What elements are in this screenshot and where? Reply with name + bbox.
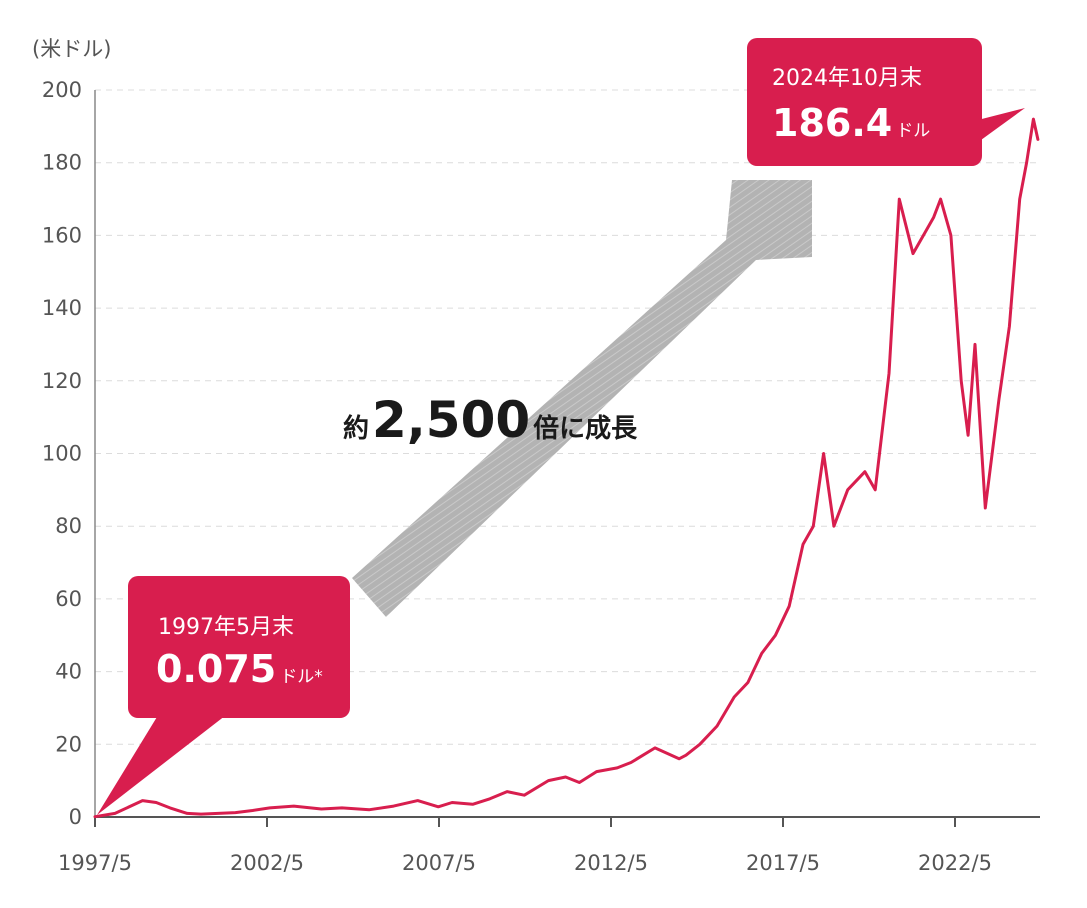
y-tick-label: 40 <box>55 660 82 684</box>
y-axis-unit-label: (米ドル) <box>32 37 111 61</box>
x-tick-label: 2022/5 <box>918 851 992 875</box>
growth-arrow <box>352 180 812 617</box>
start-callout: 1997年5月末 0.075 ドル* <box>97 576 350 815</box>
x-tick-label: 2017/5 <box>746 851 820 875</box>
x-tick-label: 2012/5 <box>574 851 648 875</box>
start-callout-box <box>128 576 350 718</box>
end-callout-value-line: 186.4 ドル <box>772 101 930 145</box>
x-tick-label: 1997/5 <box>58 851 132 875</box>
y-tick-label: 100 <box>42 442 82 466</box>
start-callout-unit: ドル* <box>280 667 323 687</box>
end-callout-pointer <box>970 108 1025 148</box>
end-callout-date: 2024年10月末 <box>772 66 922 91</box>
growth-number: 2,500 <box>372 391 530 449</box>
start-callout-date: 1997年5月末 <box>158 615 294 640</box>
growth-annotation: 約2,500 倍に成長 <box>343 391 638 449</box>
y-tick-label: 140 <box>42 296 82 320</box>
x-axis-ticks: 1997/5 2002/5 2007/5 2012/5 2017/5 2022/5 <box>58 817 992 875</box>
end-callout: 2024年10月末 186.4 ドル <box>747 38 1025 166</box>
y-tick-label: 160 <box>42 223 82 247</box>
x-tick-label: 2007/5 <box>402 851 476 875</box>
end-callout-value: 186.4 <box>772 101 892 145</box>
growth-prefix: 約 <box>343 413 369 444</box>
y-tick-label: 200 <box>42 78 82 102</box>
y-tick-label: 180 <box>42 151 82 175</box>
start-callout-value: 0.075 <box>156 647 276 691</box>
end-callout-box <box>747 38 982 166</box>
y-tick-label: 60 <box>55 587 82 611</box>
x-tick-label: 2002/5 <box>230 851 304 875</box>
series-line <box>93 117 1040 819</box>
start-callout-pointer <box>97 712 230 815</box>
y-tick-label: 20 <box>55 732 82 756</box>
end-callout-unit: ドル <box>896 121 930 141</box>
y-tick-label: 80 <box>55 514 82 538</box>
y-tick-label: 120 <box>42 369 82 393</box>
y-tick-label: 0 <box>69 805 82 829</box>
growth-suffix: 倍に成長 <box>533 413 638 444</box>
start-callout-value-line: 0.075 ドル* <box>156 647 323 691</box>
y-axis-ticks: 0 20 40 60 80 100 120 140 160 180 200 <box>42 78 82 829</box>
